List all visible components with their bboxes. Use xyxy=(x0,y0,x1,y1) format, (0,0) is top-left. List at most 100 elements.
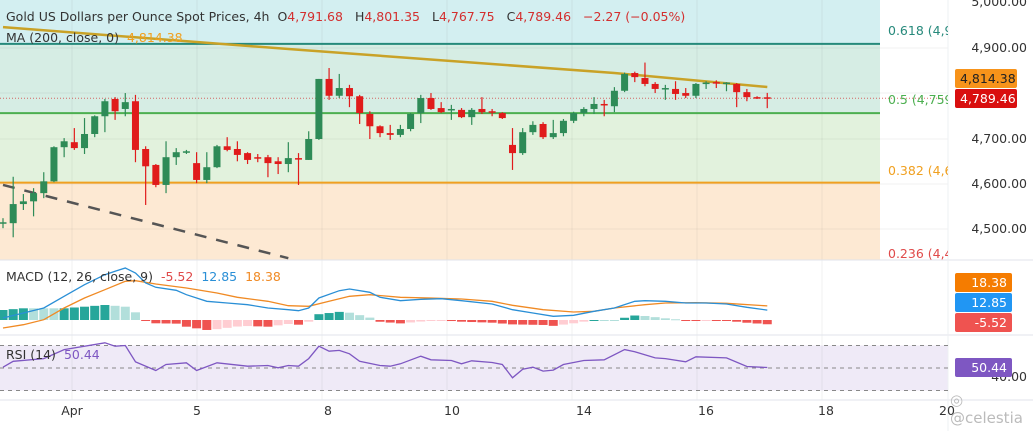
candle-body xyxy=(661,88,669,90)
macd-histogram-bar xyxy=(406,320,416,323)
macd-histogram-bar xyxy=(609,320,619,321)
candle-body xyxy=(121,102,129,109)
macd-histogram-bar xyxy=(660,318,670,320)
macd-histogram-bar xyxy=(8,309,18,320)
macd-histogram-bar xyxy=(518,320,528,325)
macd-histogram-bar xyxy=(701,320,711,321)
candle-body xyxy=(437,108,445,113)
candle-body xyxy=(172,152,180,158)
candle-body xyxy=(407,113,415,129)
rsi-legend-label: RSI (14) xyxy=(6,347,56,362)
fib-zone-top xyxy=(0,0,880,44)
macd-histogram-bar xyxy=(0,310,8,320)
candle-body xyxy=(70,142,78,149)
macd-histogram-bar xyxy=(640,316,650,320)
candle-body xyxy=(91,116,99,134)
macd-histogram-bar xyxy=(39,308,49,320)
candle-body xyxy=(498,113,506,119)
macd-histogram-bar xyxy=(130,312,140,320)
macd-histogram-bar xyxy=(59,308,69,320)
candle-body xyxy=(203,167,211,180)
macd-histogram-bar xyxy=(375,320,385,322)
candle-body xyxy=(182,151,190,153)
close-value: 4,789.46 xyxy=(515,9,572,24)
candle-body xyxy=(19,201,27,205)
macd-histogram-bar xyxy=(181,320,191,327)
candle-body xyxy=(295,158,303,160)
candle-body xyxy=(763,97,771,99)
candle-body xyxy=(81,133,89,149)
candle-body xyxy=(40,181,48,194)
candle-body xyxy=(570,113,578,121)
macd-histogram-bar xyxy=(446,320,456,322)
macd-histogram-bar xyxy=(711,320,721,321)
macd-histogram-bar xyxy=(90,305,100,320)
macd-histogram-bar xyxy=(141,320,151,321)
macd-badge: 12.85 xyxy=(955,293,1012,312)
candle-body xyxy=(427,98,435,109)
candle-body xyxy=(274,161,282,165)
date-tick: 18 xyxy=(818,403,834,418)
macd-histogram-bar xyxy=(253,320,263,327)
ma-price-badge: 4,814.38 xyxy=(955,69,1017,88)
date-tick: 5 xyxy=(193,403,201,418)
macd-histogram-bar xyxy=(436,320,446,321)
macd-histogram-bar xyxy=(395,320,405,324)
macd-histogram-bar xyxy=(671,319,681,321)
macd-histogram-bar xyxy=(589,320,599,321)
change-value: −2.27 (−0.05%) xyxy=(583,9,686,24)
candle-body xyxy=(284,158,292,165)
fib-zone-0618-05 xyxy=(0,43,880,114)
macd-histogram-bar xyxy=(528,320,538,325)
macd-histogram-bar xyxy=(161,320,171,324)
candle-body xyxy=(692,83,700,96)
macd-histogram-bar xyxy=(650,317,660,320)
macd-histogram-bar xyxy=(467,320,477,323)
macd-hist-value: -5.52 xyxy=(160,269,194,284)
price-tick: 4,900.00 xyxy=(971,40,1027,55)
signal-badge: 18.38 xyxy=(955,273,1012,292)
candle-body xyxy=(600,103,608,106)
symbol-title: Gold US Dollars per Ounce Spot Prices, 4… xyxy=(6,9,270,24)
price-tick: 4,700.00 xyxy=(971,131,1027,146)
candle-body xyxy=(264,157,272,164)
macd-histogram-bar xyxy=(355,315,365,320)
macd-histogram-bar xyxy=(487,320,497,323)
candle-body xyxy=(193,163,201,180)
candle-body xyxy=(743,92,751,98)
candle-body xyxy=(478,108,486,113)
macd-histogram-bar xyxy=(304,320,314,322)
candle-body xyxy=(142,149,150,167)
fib-label-0618: 0.618 (4,9 xyxy=(888,23,948,38)
candle-body xyxy=(111,98,119,112)
candle-body xyxy=(621,73,629,91)
candle-body xyxy=(519,132,527,154)
macd-histogram-bar xyxy=(334,311,344,320)
rsi-legend[interactable]: RSI (14) 50.44 xyxy=(6,347,104,362)
close-label: C xyxy=(506,9,516,24)
macd-histogram-bar xyxy=(344,312,354,320)
macd-legend[interactable]: MACD (12, 26, close, 9) -5.52 12.85 18.3… xyxy=(6,269,285,284)
candle-body xyxy=(60,141,68,148)
macd-histogram-bar xyxy=(508,320,517,325)
candle-body xyxy=(0,222,7,224)
candle-body xyxy=(131,101,139,150)
candle-body xyxy=(244,153,252,160)
macd-value: 12.85 xyxy=(201,269,238,284)
candle-body xyxy=(529,124,537,133)
macd-histogram-bar xyxy=(100,305,110,320)
candle-body xyxy=(590,103,598,109)
candle-body xyxy=(447,108,455,111)
date-tick: 16 xyxy=(698,403,714,418)
candle-body xyxy=(315,78,323,139)
candle-body xyxy=(631,73,639,78)
ma-legend[interactable]: MA (200, close, 0) 4,814.38 xyxy=(6,30,187,45)
macd-histogram-bar xyxy=(742,320,752,323)
date-tick: 14 xyxy=(576,403,592,418)
open-label: O xyxy=(277,9,288,24)
macd-histogram-bar xyxy=(681,320,691,321)
open-value: 4,791.68 xyxy=(287,9,343,24)
candle-body xyxy=(672,88,680,94)
candle-body xyxy=(753,97,761,99)
